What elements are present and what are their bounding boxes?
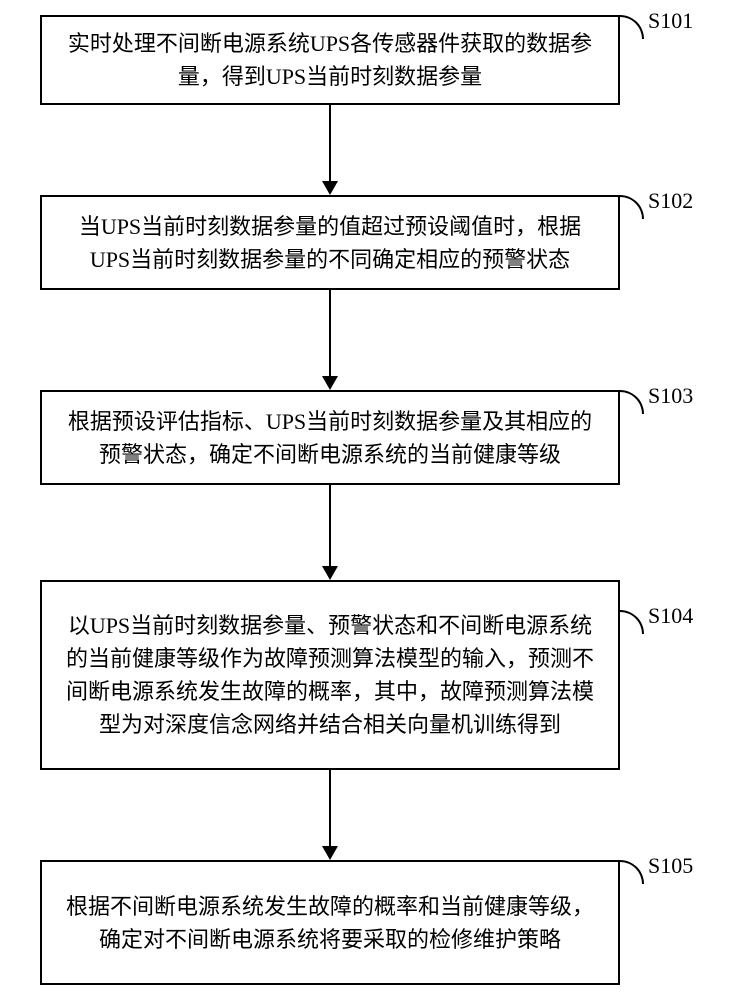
arrow-head-1 bbox=[322, 181, 338, 195]
arrow-4 bbox=[329, 770, 331, 846]
step-label-s101: S101 bbox=[648, 8, 693, 34]
arrow-head-2 bbox=[322, 376, 338, 390]
label-connector-s101 bbox=[620, 15, 644, 39]
step-box-s105: 根据不间断电源系统发生故障的概率和当前健康等级，确定对不间断电源系统将要采取的检… bbox=[40, 860, 620, 985]
step-text-s102: 当UPS当前时刻数据参量的值超过预设阈值时，根据UPS当前时刻数据参量的不同确定… bbox=[62, 210, 598, 276]
step-label-s102: S102 bbox=[648, 188, 693, 214]
step-text-s103: 根据预设评估指标、UPS当前时刻数据参量及其相应的预警状态，确定不间断电源系统的… bbox=[62, 405, 598, 471]
arrow-head-3 bbox=[322, 566, 338, 580]
arrow-3 bbox=[329, 485, 331, 566]
label-connector-s105 bbox=[620, 860, 644, 884]
step-label-s105: S105 bbox=[648, 853, 693, 879]
label-connector-s104 bbox=[620, 610, 644, 634]
label-connector-s103 bbox=[620, 390, 644, 414]
label-connector-s102 bbox=[620, 195, 644, 219]
step-text-s101: 实时处理不间断电源系统UPS各传感器件获取的数据参量，得到UPS当前时刻数据参量 bbox=[62, 27, 598, 93]
step-text-s104: 以UPS当前时刻数据参量、预警状态和不间断电源系统的当前健康等级作为故障预测算法… bbox=[62, 609, 598, 741]
arrow-2 bbox=[329, 290, 331, 376]
step-label-s104: S104 bbox=[648, 603, 693, 629]
arrow-1 bbox=[329, 105, 331, 181]
step-box-s103: 根据预设评估指标、UPS当前时刻数据参量及其相应的预警状态，确定不间断电源系统的… bbox=[40, 390, 620, 485]
flowchart-container: 实时处理不间断电源系统UPS各传感器件获取的数据参量，得到UPS当前时刻数据参量… bbox=[0, 0, 734, 1000]
step-box-s101: 实时处理不间断电源系统UPS各传感器件获取的数据参量，得到UPS当前时刻数据参量 bbox=[40, 15, 620, 105]
step-box-s102: 当UPS当前时刻数据参量的值超过预设阈值时，根据UPS当前时刻数据参量的不同确定… bbox=[40, 195, 620, 290]
arrow-head-4 bbox=[322, 846, 338, 860]
step-label-s103: S103 bbox=[648, 383, 693, 409]
step-text-s105: 根据不间断电源系统发生故障的概率和当前健康等级，确定对不间断电源系统将要采取的检… bbox=[62, 890, 598, 956]
step-box-s104: 以UPS当前时刻数据参量、预警状态和不间断电源系统的当前健康等级作为故障预测算法… bbox=[40, 580, 620, 770]
